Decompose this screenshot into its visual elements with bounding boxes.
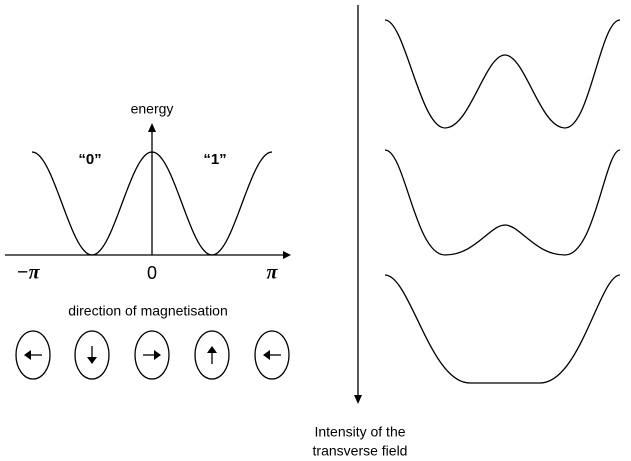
x-label: 0: [147, 263, 157, 283]
x-label: −π: [16, 262, 40, 284]
x-axis-arrow: [283, 251, 291, 259]
x-label: π: [267, 262, 279, 284]
potential-curve: [384, 19, 621, 129]
double-well-curve: [31, 151, 273, 256]
spin-arrowhead: [263, 350, 270, 360]
spin-ellipse: [254, 330, 290, 380]
y-axis-arrow: [148, 123, 156, 132]
spin-arrowhead: [24, 350, 31, 360]
spin-arrowhead: [207, 346, 217, 353]
spin-arrowhead: [87, 357, 97, 364]
field-axis-arrow: [354, 395, 362, 404]
potential-curve: [384, 274, 621, 384]
spin-icons: [15, 330, 290, 380]
spin-ellipse: [134, 330, 170, 380]
well-label: “1”: [203, 151, 226, 168]
spin-arrowhead: [154, 350, 161, 360]
potential-curve: [384, 149, 621, 256]
field-label: transverse field: [313, 443, 408, 459]
spin-ellipse: [74, 330, 110, 380]
field-label: Intensity of the: [314, 424, 405, 440]
spin-ellipse: [194, 330, 230, 380]
caption: direction of magnetisation: [68, 303, 228, 319]
well-label: “0”: [78, 151, 101, 168]
spin-ellipse: [15, 330, 51, 380]
y-label: energy: [131, 101, 174, 117]
